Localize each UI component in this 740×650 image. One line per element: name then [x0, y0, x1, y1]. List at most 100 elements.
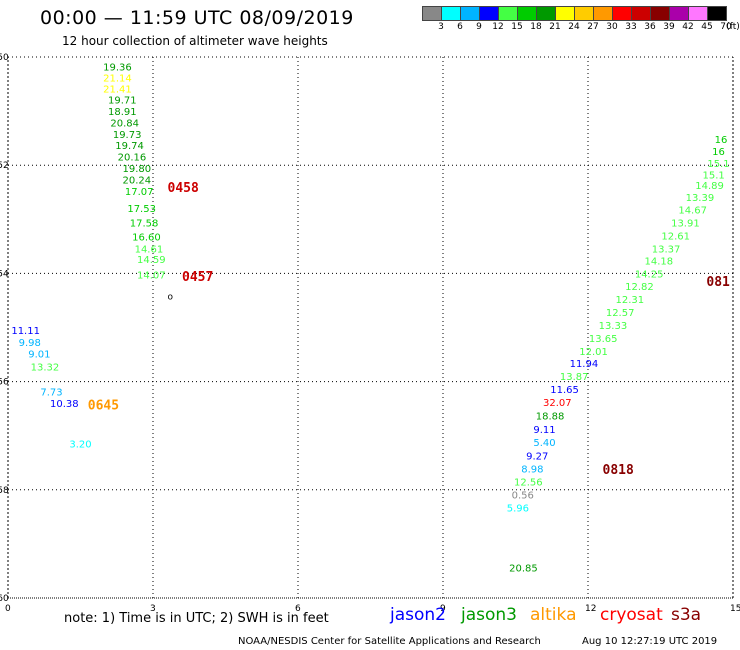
swh-value-label: 20.84	[110, 118, 139, 129]
swh-value-label: 9.11	[533, 425, 555, 436]
swh-value-label: 14.18	[645, 256, 674, 267]
swh-value-label: 8.98	[521, 465, 543, 476]
lon-tick-label: 9	[440, 604, 446, 614]
swh-value-label: 16	[715, 135, 728, 146]
swh-value-label: 11.65	[550, 385, 579, 396]
lon-tick-label: 3	[150, 604, 156, 614]
map-subtitle: 12 hour collection of altimeter wave hei…	[62, 34, 328, 48]
swh-value-label: 13.65	[589, 334, 618, 345]
swh-value-label: 14.61	[135, 245, 164, 256]
swh-value-label: 19.80	[123, 164, 152, 175]
swh-value-label: 14.59	[137, 255, 166, 266]
swh-value-label: 19.36	[103, 63, 132, 74]
swh-value-label: 12.61	[661, 232, 690, 243]
legend-label: 45	[701, 22, 713, 32]
swh-value-label: 14.89	[695, 181, 724, 192]
swh-value-label: 16.60	[132, 233, 161, 244]
legend-label: 36	[644, 22, 656, 32]
swh-value-label: 17.58	[130, 219, 159, 230]
legend-label: 30	[606, 22, 618, 32]
swh-value-label: 9.27	[526, 452, 548, 463]
pass-time-label: 081	[706, 275, 730, 290]
swh-value-label: 14.67	[678, 206, 707, 217]
swh-value-label: 13.33	[599, 321, 628, 332]
footer-note: note: 1) Time is in UTC; 2) SWH is in fe…	[64, 611, 329, 626]
map-frame	[7, 56, 734, 599]
pass-time-label: 0818	[603, 463, 634, 478]
lon-tick-label: 15	[730, 604, 740, 614]
swh-value-label: 16	[712, 147, 725, 158]
swh-value-label: 11.94	[570, 359, 599, 370]
track-marker: o	[168, 292, 174, 302]
lon-tick-label: 6	[295, 604, 301, 614]
satellite-altika: altika	[530, 605, 577, 625]
swh-value-label: 19.74	[115, 141, 144, 152]
legend-label: 39	[663, 22, 675, 32]
legend-label: 42	[682, 22, 694, 32]
footer-timestamp: Aug 10 12:27:19 UTC 2019	[582, 636, 718, 647]
lat-tick-label: -56	[0, 378, 9, 388]
swh-value-label: 19.71	[108, 96, 137, 107]
swh-value-label: 19.73	[113, 130, 142, 141]
swh-value-label: 10.38	[50, 399, 79, 410]
satellite-s3a: s3a	[671, 605, 702, 625]
legend-label: 9	[476, 22, 482, 32]
swh-value-label: 15.1	[707, 159, 729, 170]
swh-value-label: 12.56	[514, 478, 543, 489]
lon-tick-label: 0	[5, 604, 11, 614]
legend-label: 70	[720, 22, 732, 32]
legend-label: 3	[438, 22, 444, 32]
swh-value-label: 13.87	[560, 372, 589, 383]
lat-tick-label: -50	[0, 53, 9, 63]
pass-time-label: 0457	[182, 270, 213, 285]
satellite-cryosat: cryosat	[600, 605, 663, 625]
swh-value-label: 14.25	[635, 269, 664, 280]
swh-value-label: 5.96	[507, 504, 529, 515]
satellite-jason3: jason3	[461, 605, 517, 625]
legend-label: 12	[492, 22, 504, 32]
satellite-jason2: jason2	[390, 605, 446, 625]
legend-label: 15	[511, 22, 523, 32]
map-title: 00:00 — 11:59 UTC 08/09/2019	[40, 7, 354, 29]
swh-value-label: 14.07	[137, 270, 166, 281]
legend-swatch	[707, 6, 727, 21]
swh-value-label: 13.39	[686, 193, 715, 204]
swh-value-label: 21.14	[103, 74, 132, 85]
legend-label: 21	[549, 22, 561, 32]
swh-value-label: 0.56	[512, 491, 534, 502]
lat-tick-label: -60	[0, 594, 9, 604]
lon-tick-label: 12	[585, 604, 596, 614]
swh-value-label: 5.40	[533, 438, 555, 449]
swh-value-label: 15.1	[703, 170, 725, 181]
pass-time-label: 0458	[168, 181, 199, 196]
swh-value-label: 12.31	[616, 295, 645, 306]
swh-value-label: 20.24	[123, 175, 152, 186]
swh-value-label: 20.85	[509, 564, 538, 575]
color-legend: 3 6 9 12 15 18 21 24 27 30 33 36 39 42 45 70 (ft)	[0, 0, 740, 40]
legend-label: 24	[568, 22, 580, 32]
legend-label: 6	[457, 22, 463, 32]
legend-unit: (ft)	[726, 22, 740, 32]
pass-time-label: 0645	[88, 398, 119, 413]
footer-credit: NOAA/NESDIS Center for Satellite Applica…	[238, 636, 541, 647]
legend-label: 33	[625, 22, 637, 32]
swh-value-label: 20.16	[118, 153, 147, 164]
swh-value-label: 18.91	[108, 107, 137, 118]
swh-value-label: 13.32	[31, 362, 60, 373]
swh-value-label: 12.57	[606, 308, 635, 319]
swh-value-label: 18.88	[536, 412, 565, 423]
lat-tick-label: -54	[0, 269, 9, 279]
swh-value-label: 21.41	[103, 84, 132, 95]
swh-value-label: 3.20	[69, 439, 91, 450]
swh-value-label: 9.01	[28, 349, 50, 360]
legend-label: 18	[530, 22, 542, 32]
swh-value-label: 13.91	[671, 219, 700, 230]
swh-value-label: 13.37	[652, 245, 681, 256]
lat-tick-label: -58	[0, 486, 9, 496]
lat-tick-label: -52	[0, 161, 9, 171]
legend-label: 27	[587, 22, 599, 32]
swh-value-label: 12.82	[625, 282, 654, 293]
swh-value-label: 7.73	[40, 387, 62, 398]
swh-value-label: 17.07	[125, 187, 154, 198]
